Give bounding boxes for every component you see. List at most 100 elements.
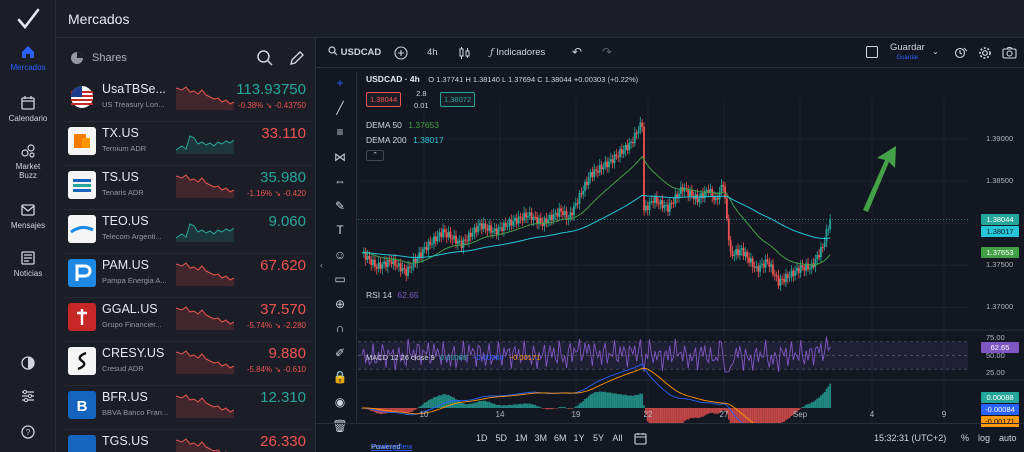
clock-timezone[interactable]: 15:32:31 (UTC+2)	[874, 433, 947, 443]
range-button[interactable]: 5Y	[593, 433, 605, 443]
macd-histogram-bar	[637, 394, 640, 408]
watchlist-row[interactable]: B BFR.US BBVA Banco Fran... 12.310	[64, 386, 312, 430]
candle-body	[504, 222, 507, 227]
rail-item-market-buzz[interactable]: Market Buzz	[0, 143, 56, 180]
macd-label: MACD 12 26 close 9	[366, 353, 435, 362]
candle-body	[510, 219, 513, 226]
interval-button[interactable]: 4h	[427, 47, 438, 58]
watchlist-row[interactable]: UsaTBSe... US Treasury Lon... 113.93750 -0.…	[64, 78, 312, 122]
help-button[interactable]: ?	[0, 424, 56, 445]
candles-icon[interactable]	[459, 46, 471, 60]
candle-body	[375, 266, 378, 269]
trendline-icon[interactable]: ╱	[336, 100, 344, 115]
lock-icon[interactable]: 🔒	[332, 370, 348, 384]
watchlist-row[interactable]: PAM.US Pampa Energia A... 67.620	[64, 254, 312, 298]
watchlist-row[interactable]: TX.US Ternium ADR 33.110	[64, 122, 312, 166]
buy-price-box[interactable]: 1.38072	[440, 92, 476, 107]
collapse-legend-chevron-icon[interactable]: ⌃	[366, 150, 384, 161]
search-icon[interactable]	[256, 49, 274, 67]
macd-histogram-bar	[484, 400, 487, 408]
candle-body	[807, 263, 809, 270]
crosshair-icon[interactable]: +	[336, 76, 344, 90]
candle-body	[397, 263, 400, 267]
range-button[interactable]: 5D	[495, 433, 508, 443]
log-toggle[interactable]: log	[978, 433, 991, 443]
macd-histogram-bar	[418, 406, 421, 408]
range-button[interactable]: 6M	[554, 433, 567, 443]
collapse-chevron-icon[interactable]: ‹	[320, 260, 323, 270]
percent-toggle[interactable]: %	[961, 433, 970, 443]
macd-histogram-bar	[514, 404, 516, 408]
save-sublabel: Guardar	[896, 55, 919, 61]
symbol-search-button[interactable]: USDCAD	[328, 46, 381, 58]
gear-icon[interactable]	[978, 46, 992, 60]
calendar-range-icon[interactable]	[634, 432, 647, 445]
zoom-icon[interactable]: ⊕	[334, 296, 346, 311]
candle-body	[619, 149, 621, 158]
sparkline	[176, 306, 234, 330]
rail-item-mensajes[interactable]: Mensajes	[0, 202, 56, 230]
macd-histogram-bar	[383, 408, 386, 414]
ruler-icon[interactable]: ▭	[334, 272, 346, 286]
indicators-button[interactable]: ƒ Indicadores	[490, 47, 545, 58]
candle-body	[785, 274, 787, 283]
watchlist-row[interactable]: TEO.US Telecom Argenti... 9.060	[64, 210, 312, 254]
settings-sliders-button[interactable]	[0, 388, 56, 409]
ticker-symbol: GGAL.US	[102, 302, 158, 316]
macd-histogram-bar	[613, 393, 616, 408]
spread-bottom: 0.01	[414, 101, 429, 110]
candle-body	[432, 236, 435, 244]
macd-histogram-bar	[633, 395, 636, 408]
range-button[interactable]: 1D	[476, 433, 488, 443]
auto-toggle[interactable]: auto	[999, 433, 1017, 443]
home-icon	[22, 46, 34, 58]
save-button[interactable]: Guardar Guardar	[890, 43, 925, 63]
chevron-down-icon[interactable]: ⌄	[932, 47, 939, 56]
pencil-lock-icon[interactable]: ✐	[334, 345, 346, 360]
theme-toggle[interactable]	[0, 355, 56, 376]
undo-icon[interactable]: ↶	[572, 45, 583, 59]
trash-icon[interactable]: 🗑	[332, 419, 348, 433]
macd-histogram-bar	[523, 403, 526, 408]
range-button[interactable]: 1M	[515, 433, 528, 443]
watchlist-row[interactable]: GGAL.US Grupo Financier... 37.570 -5.74% ↘ …	[64, 298, 312, 342]
macd-histogram-bar	[711, 408, 714, 413]
macd-histogram-bar	[823, 391, 826, 408]
watchlist-row[interactable]: TS.US Tenaris ADR 35.980 -1.16% ↘ -0.420	[64, 166, 312, 210]
compare-plus-icon[interactable]	[394, 46, 408, 60]
layout-square-icon[interactable]	[866, 46, 878, 58]
chart-footer: Powered by TradingView 1D5D1M3M6M1Y5YAll…	[316, 423, 1024, 452]
macd-histogram-bar	[785, 408, 787, 421]
rail-item-mercados[interactable]: Mercados	[0, 44, 56, 72]
magnet-icon[interactable]: ∩	[335, 321, 345, 335]
tradingview-link[interactable]: TradingView	[371, 442, 413, 451]
watchlist-row[interactable]: TGS.US 26.330	[64, 430, 312, 452]
macd-histogram-bar	[718, 408, 721, 413]
candle-body	[729, 240, 732, 252]
price-chart[interactable]: 10 14 19 22 27 Sep 4 9	[358, 68, 1024, 423]
range-button[interactable]: 3M	[534, 433, 548, 443]
range-button[interactable]: All	[612, 433, 623, 443]
spread-top: 2.8	[416, 89, 427, 98]
emoji-icon[interactable]: ☺	[333, 247, 347, 262]
brush-icon[interactable]: ✎	[334, 198, 346, 213]
eye-icon[interactable]: ◉	[334, 394, 346, 409]
camera-icon[interactable]	[1002, 46, 1017, 60]
edit-pencil-icon[interactable]	[288, 49, 306, 67]
fib-icon[interactable]: ≡	[336, 125, 344, 139]
pattern-icon[interactable]: ⋈	[334, 149, 346, 164]
redo-icon[interactable]: ↷	[602, 45, 613, 59]
macd-histogram-bar	[547, 408, 550, 410]
rail-item-calendario[interactable]: Calendario	[0, 95, 56, 123]
rail-item-noticias[interactable]: Noticias	[0, 250, 56, 278]
watchlist-row[interactable]: CRESY.US Cresud ADR 9.880 -5.84% ↘ -0.610	[64, 342, 312, 386]
range-button[interactable]: 1Y	[573, 433, 585, 443]
alert-clock-icon[interactable]	[954, 46, 968, 60]
macd-histogram-bar	[449, 395, 452, 408]
text-icon[interactable]: T	[336, 223, 344, 237]
candle-body	[458, 240, 461, 242]
brand-check-icon[interactable]	[14, 6, 42, 34]
macd-histogram-bar	[493, 403, 496, 408]
sell-price-box[interactable]: 1.38044	[366, 92, 402, 107]
projection-icon[interactable]: ⇔	[334, 174, 346, 188]
